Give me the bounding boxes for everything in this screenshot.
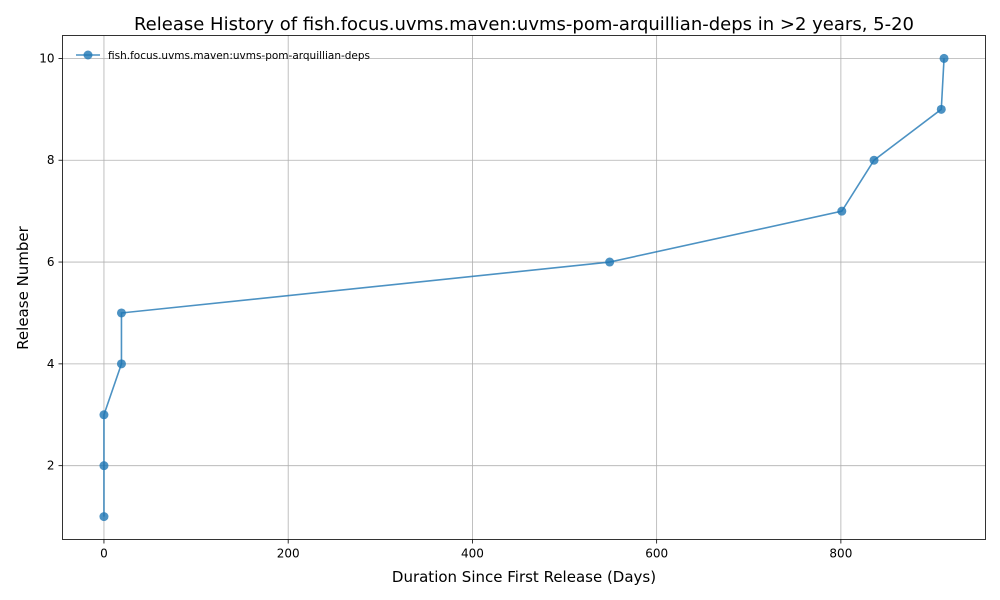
x-tick-label: 400 xyxy=(461,547,484,561)
data-point xyxy=(605,257,615,267)
plot-frame xyxy=(62,35,986,540)
axis-ticks: 0 200 400 600 800 2 4 6 8 10 xyxy=(39,51,852,560)
y-axis-label: Release Number xyxy=(14,225,32,349)
legend-marker-swatch xyxy=(83,50,93,60)
data-point xyxy=(116,308,126,318)
y-tick-label: 4 xyxy=(47,357,55,371)
data-point xyxy=(99,512,109,522)
y-tick-label: 6 xyxy=(47,255,55,269)
data-point xyxy=(99,410,109,420)
data-point xyxy=(936,104,946,114)
y-tick-label: 2 xyxy=(47,459,55,473)
data-point xyxy=(939,53,949,63)
x-tick-label: 800 xyxy=(829,547,852,561)
legend-label: fish.focus.uvms.maven:uvms-pom-arquillia… xyxy=(108,50,370,62)
data-point xyxy=(837,206,847,216)
data-point xyxy=(116,359,126,369)
x-tick-label: 200 xyxy=(277,547,300,561)
grid-lines xyxy=(62,35,986,540)
series-layer xyxy=(99,53,949,522)
data-point xyxy=(99,461,109,471)
x-tick-label: 600 xyxy=(645,547,668,561)
y-tick-label: 10 xyxy=(39,51,54,65)
series-line xyxy=(103,58,945,517)
x-axis-label: Duration Since First Release (Days) xyxy=(392,568,656,586)
data-point xyxy=(869,155,879,165)
x-tick-label: 0 xyxy=(100,547,108,561)
y-tick-label: 8 xyxy=(47,153,55,167)
legend: fish.focus.uvms.maven:uvms-pom-arquillia… xyxy=(76,50,370,62)
chart-title: Release History of fish.focus.uvms.maven… xyxy=(134,14,914,35)
